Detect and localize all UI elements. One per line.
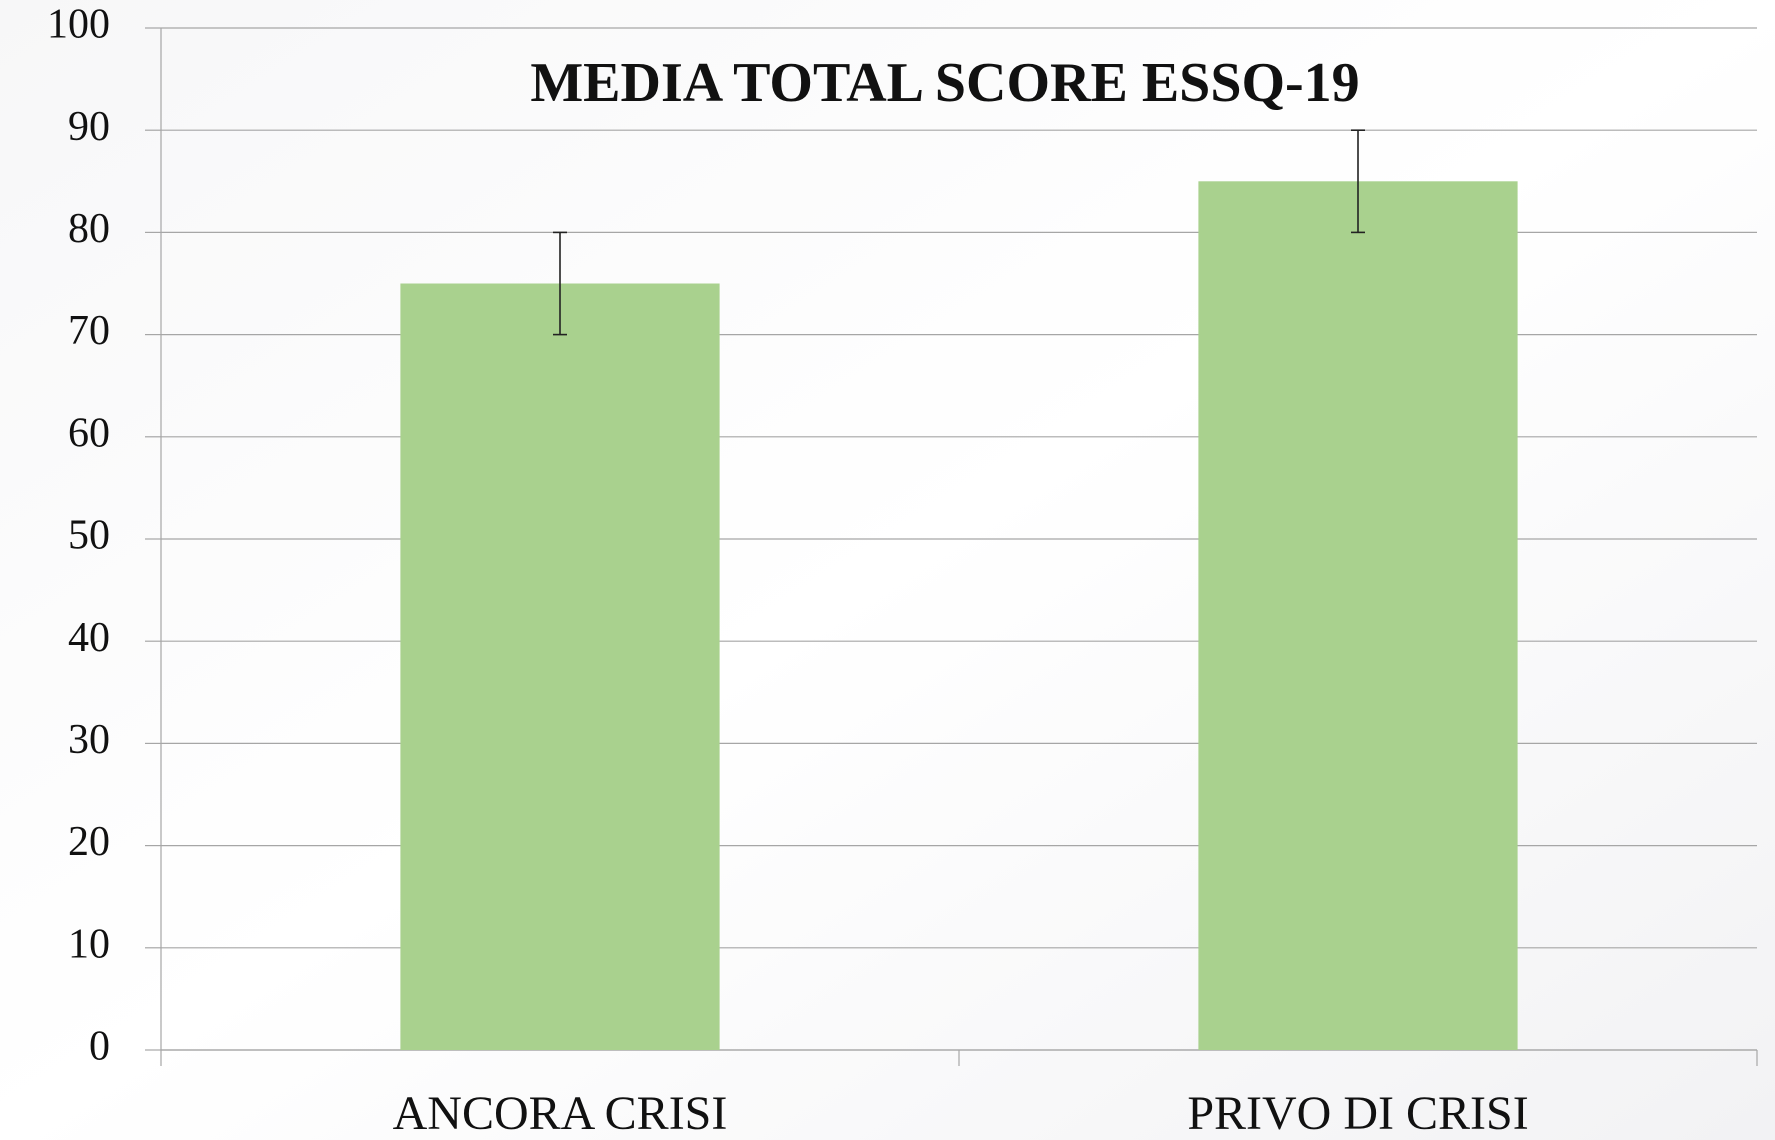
y-tick-label: 40 (68, 615, 110, 661)
chart-title: MEDIA TOTAL SCORE ESSQ-19 (530, 52, 1359, 114)
y-tick-label: 50 (68, 513, 110, 559)
y-tick-label: 20 (68, 819, 110, 865)
y-tick-label: 30 (68, 717, 110, 763)
bar (400, 283, 720, 1050)
y-tick-label: 0 (89, 1024, 110, 1070)
x-tick-label: PRIVO DI CRISI (1187, 1087, 1528, 1140)
y-tick-label: 80 (68, 206, 110, 252)
x-tick-label: ANCORA CRISI (393, 1087, 728, 1140)
y-tick-label: 100 (47, 2, 110, 48)
y-tick-label: 10 (68, 921, 110, 967)
y-tick-label: 70 (68, 308, 110, 354)
y-tick-label: 90 (68, 104, 110, 150)
bar (1198, 181, 1518, 1051)
y-tick-label: 60 (68, 410, 110, 456)
